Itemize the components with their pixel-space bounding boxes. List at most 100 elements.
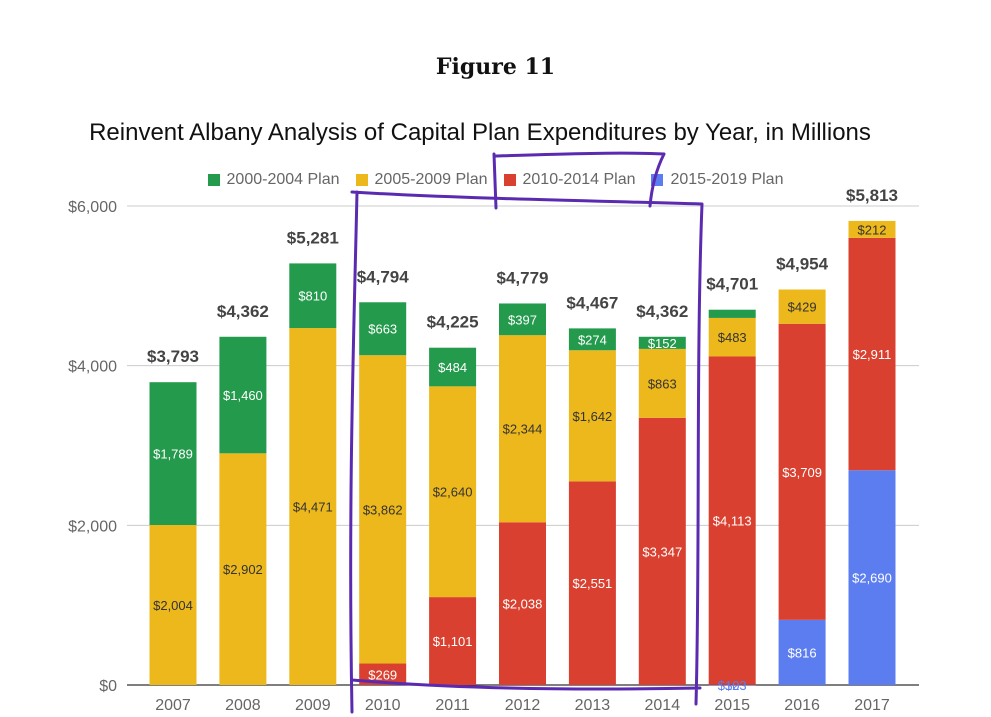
bar-segment	[778, 323, 826, 620]
x-tick-label: 2011	[435, 697, 470, 714]
data-label: $816	[788, 645, 817, 660]
total-label: $4,794	[357, 267, 410, 286]
data-label: $2,344	[503, 422, 543, 437]
data-label: $429	[788, 300, 817, 315]
x-tick-label: 2017	[854, 697, 890, 714]
data-label: $274	[578, 332, 607, 347]
bar-segment	[289, 263, 337, 329]
bar-segment	[708, 356, 756, 685]
bar-segment	[848, 237, 896, 471]
data-label: $2,004	[153, 598, 193, 613]
annotation-box	[349, 190, 704, 714]
bar-segment	[499, 522, 546, 685]
data-label: $2,551	[573, 576, 613, 591]
chart-title: Reinvent Albany Analysis of Capital Plan…	[89, 119, 871, 146]
total-label: $4,362	[636, 302, 688, 321]
legend-label-2015-2019: 2015-2019 Plan	[670, 171, 784, 188]
bar-segment	[359, 302, 407, 356]
legend-swatch-2000-2004	[207, 174, 220, 186]
bar-segment	[708, 309, 756, 318]
legend-item-2000-2004: 2000-2004 Plan	[207, 171, 340, 189]
legend-label-2005-2009: 2005-2009 Plan	[374, 171, 488, 188]
bar-segment	[638, 348, 686, 418]
bar-segment	[778, 289, 826, 324]
legend-swatch-2005-2009	[355, 174, 368, 186]
data-label: $810	[298, 289, 327, 304]
data-label: $1,789	[153, 447, 193, 462]
data-label: $2,038	[503, 597, 543, 612]
data-label: $4,471	[293, 500, 333, 515]
legend-label-2000-2004: 2000-2004 Plan	[226, 171, 340, 188]
total-label: $5,281	[287, 228, 339, 247]
bar-segment	[499, 335, 546, 523]
annotation-legend-box	[492, 151, 666, 210]
bar-segment	[848, 220, 896, 238]
bar-segment	[778, 619, 826, 685]
annotation-outline	[349, 151, 704, 714]
y-tick-label: $6,000	[68, 199, 117, 216]
total-label: $4,701	[706, 275, 758, 294]
data-label: $4,113	[713, 514, 752, 529]
x-tick-label: 2010	[365, 697, 401, 714]
total-label: $4,779	[497, 268, 549, 287]
x-tick-label: 2007	[155, 697, 191, 714]
bar-segment	[359, 355, 407, 664]
data-label: $1,101	[433, 634, 473, 649]
data-label: $2,690	[852, 571, 892, 586]
bar-segment	[568, 350, 616, 482]
bar-segment	[499, 303, 546, 336]
data-label: $484	[438, 360, 467, 375]
data-label: $103	[718, 678, 747, 693]
bar-segment	[219, 336, 267, 454]
y-tick-label: $0	[99, 678, 117, 695]
bar-segment	[429, 386, 477, 598]
figure-label: Figure 11	[435, 54, 556, 80]
x-tick-label: 2014	[645, 697, 681, 714]
total-label: $4,467	[566, 293, 618, 312]
bar-segment	[149, 382, 197, 526]
data-label: $3,347	[642, 544, 682, 559]
data-label: $1,642	[573, 409, 613, 424]
bar-segment	[848, 470, 896, 685]
data-label: $152	[648, 336, 677, 351]
total-label: $5,813	[846, 186, 898, 205]
data-label: $663	[368, 322, 397, 337]
bar-segment	[708, 684, 756, 686]
x-tick-label: 2009	[295, 697, 331, 714]
bar-segment	[429, 597, 477, 685]
bar-segment	[289, 328, 337, 685]
x-tick-label: 2016	[784, 697, 820, 714]
data-label: $397	[508, 312, 537, 327]
legend-item-2005-2009: 2005-2009 Plan	[355, 171, 488, 189]
data-label: $483	[718, 330, 747, 345]
bar-segment	[638, 417, 686, 685]
y-tick-label: $2,000	[68, 518, 117, 535]
x-tick-label: 2013	[575, 697, 611, 714]
total-label: $4,225	[427, 313, 479, 332]
y-tick-label: $4,000	[68, 359, 117, 376]
data-label: $269	[368, 667, 397, 682]
legend-label-2010-2014: 2010-2014 Plan	[522, 171, 636, 188]
data-label: $3,709	[782, 465, 822, 480]
chart-legend: 2000-2004 Plan 2005-2009 Plan 2010-2014 …	[0, 171, 991, 189]
bar-segment	[219, 453, 267, 685]
legend-item-2010-2014: 2010-2014 Plan	[503, 171, 636, 189]
total-label: $4,362	[217, 302, 269, 321]
bar-segment	[149, 525, 197, 685]
x-tick-label: 2012	[505, 697, 541, 714]
data-label: $863	[648, 376, 677, 391]
x-tick-label: 2008	[225, 697, 261, 714]
data-label: $2,902	[223, 562, 263, 577]
y-axis: $0 $2,000 $4,000 $6,000	[68, 199, 117, 695]
bar-segment	[638, 336, 686, 349]
data-label: $1,460	[223, 388, 263, 403]
total-label: $4,954	[776, 255, 829, 274]
bar-segment	[359, 663, 407, 685]
bars: $2,004 $1,789 $3,793 $2,902 $1,460 $4,362 $4,4…	[147, 186, 898, 693]
legend-swatch-2010-2014	[503, 174, 516, 186]
total-label: $3,793	[147, 347, 199, 366]
x-axis: 2007 2008 2009 2010 2011 2012 2013 2014 2015 2016…	[155, 697, 890, 714]
data-label: $3,862	[363, 502, 403, 517]
x-tick-label: 2015	[714, 697, 750, 714]
